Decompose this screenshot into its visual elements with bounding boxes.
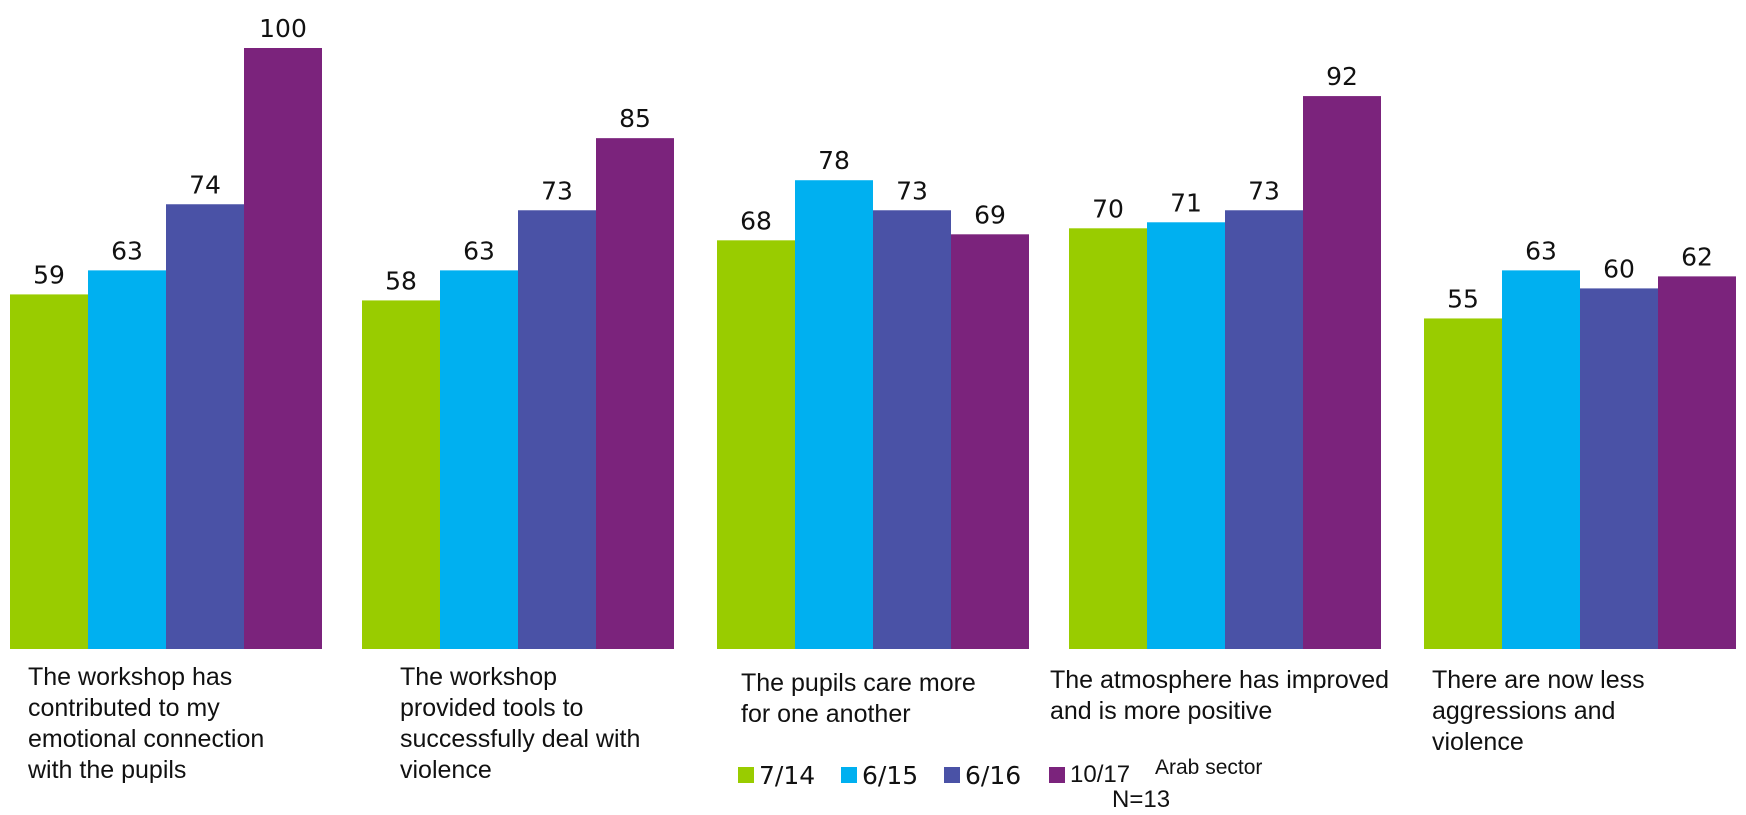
data-label-6-16-cat1: 74 xyxy=(189,170,221,199)
category-label-3: The pupils care more for one another xyxy=(741,669,976,728)
data-label-7-14-cat5: 55 xyxy=(1447,284,1479,313)
data-label-10-17-cat2: 85 xyxy=(619,104,651,133)
data-label-6-15-cat3: 78 xyxy=(818,146,850,175)
legend-label-7-14: 7/14 xyxy=(759,760,816,790)
bar-6-15-cat1 xyxy=(88,270,166,649)
bar-10-17-cat2 xyxy=(596,138,674,649)
data-label-6-16-cat5: 60 xyxy=(1603,254,1635,283)
legend-item-7-14: 7/14 xyxy=(738,760,815,790)
data-label-6-15-cat2: 63 xyxy=(463,236,495,265)
legend-label-6-15: 6/15 xyxy=(862,760,919,790)
data-label-6-16-cat4: 73 xyxy=(1248,176,1280,205)
data-label-6-16-cat3: 73 xyxy=(896,176,928,205)
bar-7-14-cat2 xyxy=(362,300,440,649)
bar-10-17-cat3 xyxy=(951,234,1029,649)
data-label-10-17-cat5: 62 xyxy=(1681,242,1713,271)
bar-10-17-cat5 xyxy=(1658,276,1736,649)
data-label-7-14-cat2: 58 xyxy=(385,266,417,295)
category-label-4: The atmosphere has improved and is more … xyxy=(1050,666,1390,725)
data-label-6-16-cat2: 73 xyxy=(541,176,573,205)
data-label-7-14-cat3: 68 xyxy=(740,206,772,235)
bar-7-14-cat5 xyxy=(1424,318,1502,649)
data-label-7-14-cat1: 59 xyxy=(33,260,65,289)
legend-item-6-16: 6/16 xyxy=(944,760,1021,790)
bar-6-15-cat3 xyxy=(795,180,873,649)
bar-6-15-cat2 xyxy=(440,270,518,649)
bar-10-17-cat1 xyxy=(244,48,322,649)
legend-item-10-17: 10/17 xyxy=(1049,760,1130,790)
bar-7-14-cat3 xyxy=(717,240,795,649)
category-label-5: There are now less aggressions and viole… xyxy=(1432,666,1645,756)
data-label-10-17-cat4: 92 xyxy=(1326,62,1358,91)
sample-size-note: N=13 xyxy=(1112,786,1171,813)
bar-6-16-cat2 xyxy=(518,210,596,649)
legend-label-6-16: 6/16 xyxy=(965,760,1022,790)
data-label-10-17-cat1: 100 xyxy=(259,14,307,43)
sector-note: Arab sector xyxy=(1155,756,1263,779)
bar-6-16-cat4 xyxy=(1225,210,1303,649)
legend-swatch-6-16 xyxy=(944,767,960,783)
bar-6-15-cat4 xyxy=(1147,222,1225,650)
bar-10-17-cat4 xyxy=(1303,96,1381,649)
legend-item-6-15: 6/15 xyxy=(841,760,918,790)
data-label-6-15-cat4: 71 xyxy=(1170,188,1202,217)
legend-swatch-10-17 xyxy=(1049,767,1065,783)
data-label-6-15-cat1: 63 xyxy=(111,236,143,265)
data-label-6-15-cat5: 63 xyxy=(1525,236,1557,265)
data-label-7-14-cat4: 70 xyxy=(1092,194,1124,223)
bar-7-14-cat1 xyxy=(10,294,88,649)
bar-6-16-cat1 xyxy=(166,204,244,649)
legend-swatch-6-15 xyxy=(841,767,857,783)
bar-7-14-cat4 xyxy=(1069,228,1147,650)
bar-6-16-cat5 xyxy=(1580,288,1658,649)
legend-label-10-17: 10/17 xyxy=(1070,761,1131,788)
bar-6-16-cat3 xyxy=(873,210,951,649)
legend-swatch-7-14 xyxy=(738,767,754,783)
data-label-10-17-cat3: 69 xyxy=(974,200,1006,229)
bar-6-15-cat5 xyxy=(1502,270,1580,649)
category-label-1: The workshop has contributed to my emoti… xyxy=(28,663,265,784)
category-label-2: The workshop provided tools to successfu… xyxy=(400,663,641,784)
